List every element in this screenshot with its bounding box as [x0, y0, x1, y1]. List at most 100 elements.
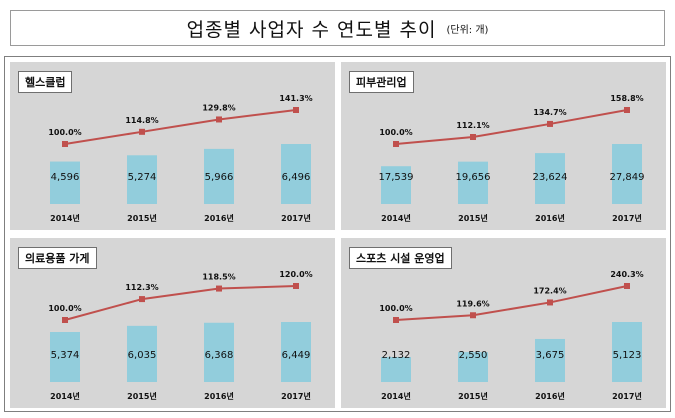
chart-panel-skin-care: 17,539 19,656 23,624 27,849 2014년 2015년 2016년 2… — [341, 62, 666, 230]
x-tick-label: 2015년 — [458, 391, 488, 401]
line-marker — [139, 296, 145, 303]
bar-value-label: 6,035 — [128, 350, 157, 361]
line-value-label: 119.6% — [456, 299, 489, 308]
bar-value-label: 3,675 — [536, 350, 565, 361]
bar-value-label: 2,550 — [459, 350, 488, 361]
bar — [127, 325, 157, 382]
line-value-label: 129.8% — [202, 103, 235, 112]
chart-medical-supplies: 5,374 6,035 6,368 6,449 2014년 2015년 2016년 2017년… — [48, 270, 312, 401]
line-marker — [624, 107, 630, 113]
x-tick-label: 2017년 — [612, 391, 642, 401]
bar — [612, 322, 642, 382]
bar-value-label: 6,496 — [282, 172, 311, 183]
bar-value-label: 6,449 — [282, 350, 311, 361]
chart-panel-sports-facility: 2,132 2,550 3,675 5,123 2014년 2015년 2016년 2017년… — [341, 238, 666, 408]
line-value-label: 120.0% — [279, 270, 312, 279]
line-value-label: 100.0% — [48, 128, 81, 137]
line-value-label: 158.8% — [610, 94, 643, 103]
bar-value-label: 27,849 — [610, 172, 645, 183]
bar — [458, 161, 488, 204]
growth-line — [395, 285, 628, 321]
x-tick-label: 2015년 — [127, 213, 157, 223]
chart-panel-medical-supplies: 5,374 6,035 6,368 6,449 2014년 2015년 2016년 2017년… — [10, 238, 335, 408]
x-tick-label: 2015년 — [458, 213, 488, 223]
chart-skin-care: 17,539 19,656 23,624 27,849 2014년 2015년 2016년 2… — [379, 94, 645, 223]
line-marker — [293, 283, 299, 289]
line-marker — [393, 317, 399, 323]
bar — [535, 338, 565, 382]
line-marker — [293, 107, 299, 113]
bar-value-label: 23,624 — [533, 172, 568, 183]
line-marker — [547, 299, 553, 306]
bar-value-label: 2,132 — [382, 350, 411, 361]
panel-title: 스포츠 시설 운영업 — [349, 247, 452, 269]
bar-value-label: 6,368 — [205, 350, 234, 361]
growth-line — [395, 109, 628, 145]
x-tick-label: 2014년 — [50, 213, 80, 223]
bar — [458, 352, 488, 382]
bar — [50, 332, 80, 382]
bar-value-label: 5,274 — [128, 172, 157, 183]
line-value-label: 114.8% — [125, 116, 158, 125]
x-tick-label: 2017년 — [612, 213, 642, 223]
bar — [612, 144, 642, 204]
line-value-label: 112.1% — [456, 121, 489, 130]
line-value-label: 100.0% — [48, 304, 81, 313]
x-tick-label: 2017년 — [281, 213, 311, 223]
x-tick-label: 2014년 — [381, 213, 411, 223]
bar — [381, 357, 411, 382]
title-box: 업종별 사업자 수 연도별 추이 (단위: 개) — [10, 10, 665, 46]
bar-value-label: 5,374 — [51, 350, 80, 361]
growth-line — [64, 285, 297, 321]
line-marker — [470, 312, 476, 319]
x-tick-label: 2017년 — [281, 391, 311, 401]
line-value-label: 100.0% — [379, 304, 412, 313]
x-tick-label: 2016년 — [204, 213, 234, 223]
panel-title: 피부관리업 — [349, 71, 414, 93]
line-marker — [470, 134, 476, 141]
line-marker — [139, 128, 145, 135]
line-marker — [624, 283, 630, 289]
line-value-label: 172.4% — [533, 286, 566, 295]
bar-value-label: 17,539 — [379, 172, 414, 183]
x-tick-label: 2016년 — [204, 391, 234, 401]
line-marker — [62, 317, 68, 323]
bar — [204, 148, 234, 204]
bar — [281, 322, 311, 382]
line-marker — [62, 141, 68, 147]
growth-line — [64, 109, 297, 145]
line-marker — [216, 285, 222, 292]
x-tick-label: 2016년 — [535, 213, 565, 223]
chart-health-club: 4,596 5,274 5,966 6,496 2014년 2015년 2016년 2017년… — [48, 94, 312, 223]
x-tick-label: 2014년 — [50, 391, 80, 401]
x-tick-label: 2015년 — [127, 391, 157, 401]
bar — [127, 155, 157, 204]
line-value-label: 100.0% — [379, 128, 412, 137]
line-value-label: 112.3% — [125, 283, 158, 292]
line-value-label: 134.7% — [533, 108, 566, 117]
panel-title: 의료용품 가게 — [18, 247, 97, 269]
line-marker — [393, 141, 399, 147]
page-title: 업종별 사업자 수 연도별 추이 — [186, 18, 437, 41]
bar — [281, 144, 311, 204]
bar — [381, 166, 411, 204]
panel-title: 헬스클럽 — [18, 71, 73, 93]
bar-value-label: 5,123 — [613, 350, 642, 361]
bar — [204, 322, 234, 382]
bar-value-label: 4,596 — [51, 172, 80, 183]
bar-value-label: 19,656 — [456, 172, 491, 183]
line-marker — [547, 120, 553, 127]
line-value-label: 141.3% — [279, 94, 312, 103]
chart-panel-health-club: 4,596 5,274 5,966 6,496 2014년 2015년 2016년 2017년… — [10, 62, 335, 230]
bar-value-label: 5,966 — [205, 172, 234, 183]
x-tick-label: 2014년 — [381, 391, 411, 401]
line-value-label: 240.3% — [610, 270, 643, 279]
x-tick-label: 2016년 — [535, 391, 565, 401]
unit-label: (단위: 개) — [446, 24, 489, 36]
line-marker — [216, 116, 222, 123]
bar — [50, 161, 80, 204]
chart-sports-facility: 2,132 2,550 3,675 5,123 2014년 2015년 2016년 2017년… — [379, 270, 643, 401]
bar — [535, 153, 565, 204]
chart-grid: 4,596 5,274 5,966 6,496 2014년 2015년 2016년 2017년… — [4, 56, 671, 412]
line-value-label: 118.5% — [202, 273, 235, 282]
